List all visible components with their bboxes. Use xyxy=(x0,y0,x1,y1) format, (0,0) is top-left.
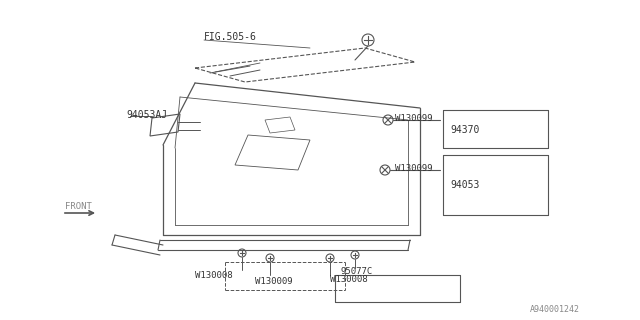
Text: FRONT: FRONT xyxy=(65,202,92,211)
Text: A940001242: A940001242 xyxy=(530,306,580,315)
Text: W130008: W130008 xyxy=(195,270,232,279)
Text: 94053AJ: 94053AJ xyxy=(126,110,167,120)
Text: W130099: W130099 xyxy=(395,114,433,123)
Text: W130009: W130009 xyxy=(255,277,292,286)
Text: FIG.505-6: FIG.505-6 xyxy=(204,32,257,42)
Text: 94370: 94370 xyxy=(450,125,479,135)
Text: W130008: W130008 xyxy=(330,276,367,284)
Text: W130099: W130099 xyxy=(395,164,433,172)
Text: 94053: 94053 xyxy=(450,180,479,190)
Text: 95077C: 95077C xyxy=(340,268,372,276)
